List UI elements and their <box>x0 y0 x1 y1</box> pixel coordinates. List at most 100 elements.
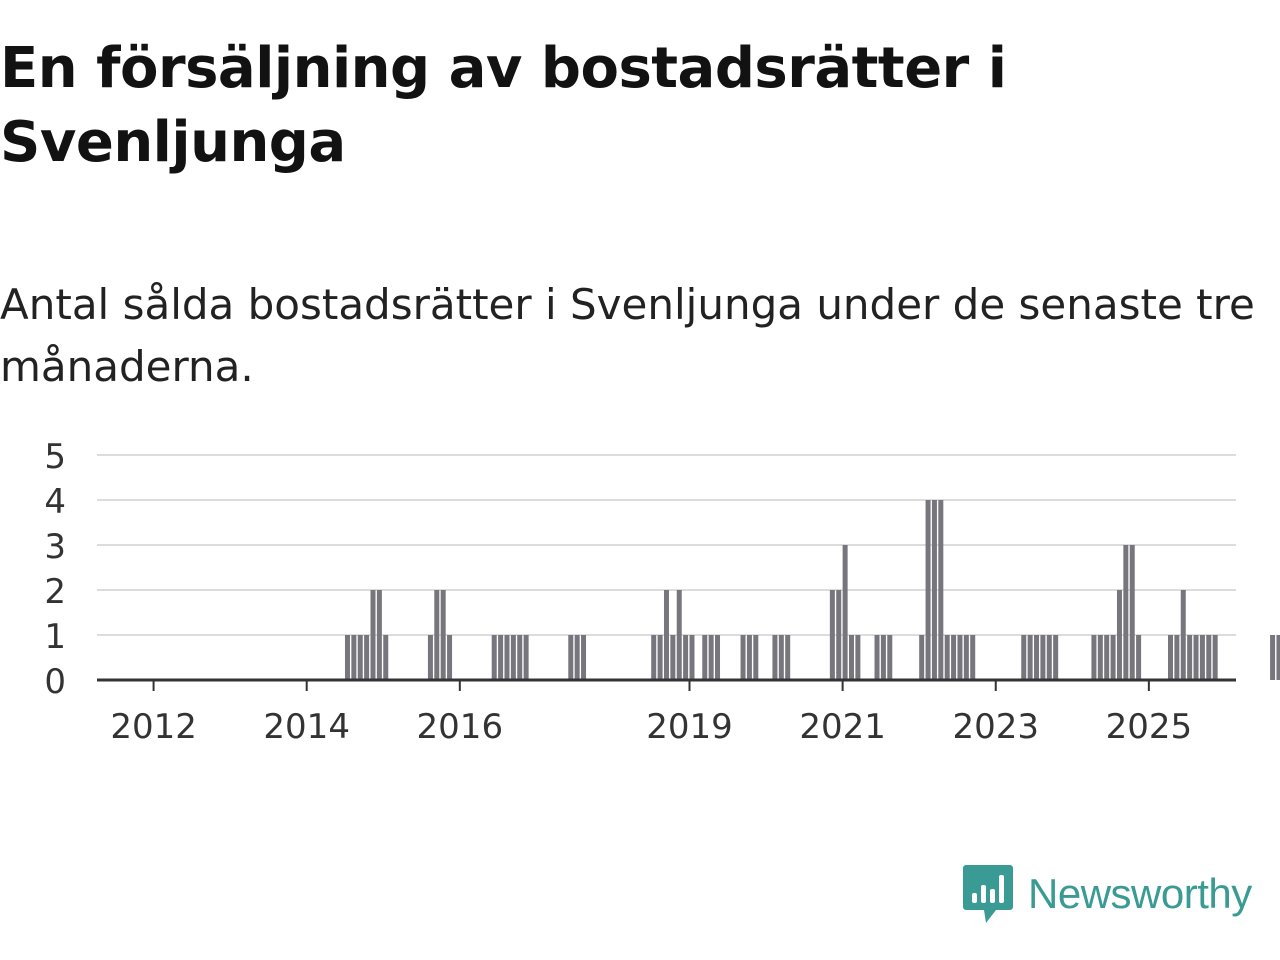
bar <box>938 500 944 680</box>
bar <box>663 590 669 680</box>
x-tick-label: 2025 <box>1106 707 1193 747</box>
bar <box>357 635 363 680</box>
bar-chart: 0 1 2 3 4 5 2012 2014 2016 2019 2021 2023 2025 1 <box>44 437 1280 747</box>
bar <box>376 590 382 680</box>
bar <box>676 590 682 680</box>
bar <box>651 635 657 680</box>
bar <box>364 635 370 680</box>
x-tick-label: 2021 <box>799 707 886 747</box>
y-tick-label: 0 <box>44 662 66 702</box>
bar <box>568 635 574 680</box>
bar <box>1034 635 1040 680</box>
bar <box>504 635 510 680</box>
bar <box>855 635 861 680</box>
bar <box>1276 635 1280 680</box>
bar <box>951 635 957 680</box>
bar <box>1021 635 1027 680</box>
bar <box>434 590 440 680</box>
bar <box>657 635 663 680</box>
bar <box>772 635 778 680</box>
bar <box>746 635 752 680</box>
bar <box>785 635 791 680</box>
bar <box>836 590 842 680</box>
x-tick-label: 2023 <box>952 707 1039 747</box>
bar <box>1040 635 1046 680</box>
y-tick-label: 5 <box>44 437 66 477</box>
chart-subtitle: Antal sålda bostadsrätter i Svenljunga u… <box>0 280 1255 391</box>
bar <box>498 635 504 680</box>
bar <box>1136 635 1142 680</box>
bar <box>1046 635 1052 680</box>
x-tick-label: 2014 <box>263 707 350 747</box>
bar <box>849 635 854 680</box>
bar <box>708 635 714 680</box>
bar <box>517 635 523 680</box>
bar <box>1053 635 1059 680</box>
bar <box>1199 635 1205 680</box>
bar <box>1110 635 1116 680</box>
bar <box>957 635 963 680</box>
bar <box>1193 635 1199 680</box>
bar <box>1116 590 1122 680</box>
bar <box>581 635 587 680</box>
y-tick-label: 1 <box>44 617 66 657</box>
bar <box>829 590 835 680</box>
y-axis-labels: 0 1 2 3 4 5 <box>44 437 66 702</box>
bar <box>427 635 433 680</box>
bar <box>689 635 695 680</box>
y-tick-label: 4 <box>44 482 66 522</box>
x-tick-label: 2019 <box>646 707 733 747</box>
bar <box>778 635 784 680</box>
bar <box>1123 545 1129 680</box>
bar <box>510 635 516 680</box>
bar <box>491 635 497 680</box>
bar <box>925 500 931 680</box>
bar <box>880 635 886 680</box>
bar <box>370 590 376 680</box>
bar <box>1104 635 1110 680</box>
bar <box>919 635 925 680</box>
bar <box>344 635 350 680</box>
bar <box>970 635 976 680</box>
bar <box>574 635 580 680</box>
y-tick-label: 2 <box>44 572 66 612</box>
bar <box>1180 590 1186 680</box>
bar <box>440 590 446 680</box>
bar <box>842 545 848 680</box>
bar <box>1187 635 1193 680</box>
gridlines <box>97 454 1236 636</box>
chart-title: En försäljning av bostadsrätter i Svenlj… <box>0 36 1007 175</box>
x-axis: 2012 2014 2016 2019 2021 2023 2025 <box>97 678 1236 747</box>
bar <box>753 635 759 680</box>
bar <box>944 635 950 680</box>
bar <box>963 635 969 680</box>
bar <box>1091 635 1097 680</box>
bar <box>1270 635 1276 680</box>
x-tick-label: 2016 <box>417 707 504 747</box>
bar <box>1174 635 1180 680</box>
newsworthy-logo-icon <box>963 865 1013 923</box>
brand-name: Newsworthy <box>1028 870 1252 917</box>
bar <box>931 500 937 680</box>
bar <box>1129 545 1135 680</box>
bar <box>740 635 746 680</box>
bar <box>715 635 721 680</box>
bar <box>1097 635 1103 680</box>
bars <box>344 500 1280 680</box>
bar <box>447 635 453 680</box>
bar <box>1206 635 1212 680</box>
bar <box>874 635 880 680</box>
bar <box>1168 635 1173 680</box>
bar <box>351 635 357 680</box>
bar <box>702 635 708 680</box>
bar <box>670 635 676 680</box>
y-tick-label: 3 <box>44 527 66 567</box>
bar <box>887 635 893 680</box>
bar <box>683 635 689 680</box>
bar <box>1027 635 1033 680</box>
bar <box>1212 635 1218 680</box>
newsworthy-logo[interactable]: Newsworthy <box>962 862 1252 926</box>
bar <box>523 635 529 680</box>
x-tick-label: 2012 <box>110 707 197 747</box>
bar <box>383 635 389 680</box>
